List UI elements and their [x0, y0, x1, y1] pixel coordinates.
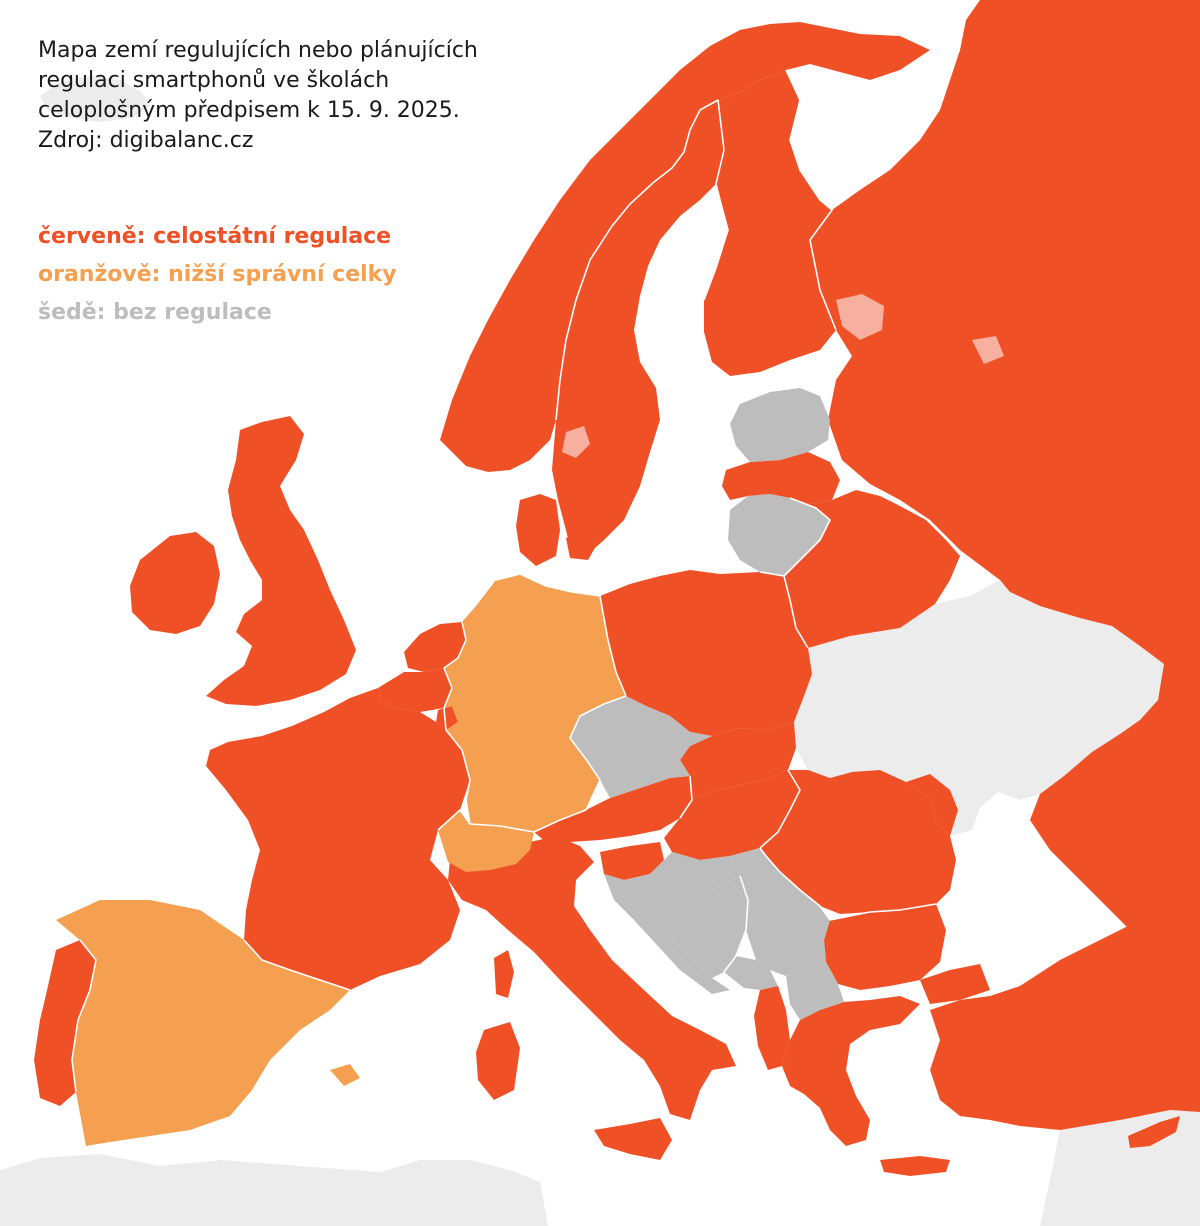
country-romania	[760, 770, 956, 914]
country-iceland	[40, 76, 150, 122]
legend-national: červeně: celostátní regulace	[38, 224, 392, 249]
country-luxembourg	[436, 706, 458, 730]
country-ukraine	[794, 580, 1164, 836]
regional-regulation-regions	[56, 574, 626, 1146]
caption-source: Zdroj: digibalanc.cz	[38, 128, 254, 153]
country-croatia	[604, 852, 740, 994]
country-spain	[56, 900, 350, 1146]
map-caption: Mapa zemí regulujících nebo plánujících …	[38, 36, 598, 156]
caption-line-2: regulaci smartphonů ve školách	[38, 68, 390, 93]
country-netherlands	[404, 622, 466, 672]
country-bulgaria	[824, 904, 946, 990]
lake-onega	[972, 336, 1004, 364]
country-borders	[71, 69, 937, 1093]
map-legend: červeně: celostátní regulace oranžově: n…	[38, 218, 397, 332]
lake-vanern	[562, 426, 590, 458]
country-bosnia-and-herzegovina	[660, 876, 748, 978]
country-poland	[600, 570, 812, 736]
legend-regional: oranžově: nižší správní celky	[38, 262, 397, 287]
country-finland	[704, 70, 836, 376]
country-belgium	[378, 668, 452, 712]
country-belarus	[784, 490, 960, 648]
lake-ladoga	[836, 294, 884, 340]
country-switzerland	[438, 810, 534, 872]
country-turkey	[930, 900, 1200, 1130]
region-east-thrace	[920, 964, 990, 1004]
country-slovakia	[680, 722, 796, 800]
national-regulation-regions	[34, 0, 1200, 1176]
caption-line-1: Mapa zemí regulujících nebo plánujících	[38, 38, 478, 63]
country-sweden	[552, 100, 724, 556]
caption-line-3: celoplošným předpisem k 15. 9. 2025.	[38, 98, 460, 123]
country-albania	[754, 986, 790, 1070]
island-sardinia	[476, 1022, 520, 1100]
no-data-regions	[0, 76, 1200, 1226]
legend-none: šedě: bez regulace	[38, 300, 272, 325]
country-united-kingdom	[206, 416, 356, 706]
no-regulation-regions	[570, 388, 844, 1020]
country-cyprus	[1128, 1116, 1180, 1148]
country-estonia	[730, 388, 830, 462]
country-ireland	[130, 532, 220, 634]
country-france	[206, 688, 470, 990]
island-corsica	[494, 950, 514, 998]
island-crete	[880, 1156, 950, 1176]
country-moldova	[906, 774, 958, 836]
country-portugal	[34, 940, 96, 1106]
country-denmark	[516, 494, 560, 566]
country-germany	[444, 574, 626, 832]
country-italy	[448, 836, 736, 1120]
island-sicily	[594, 1118, 672, 1160]
region-north-africa	[0, 1154, 548, 1226]
country-hungary	[664, 770, 800, 860]
country-slovenia	[600, 842, 664, 880]
country-montenegro	[724, 956, 778, 990]
country-greece	[782, 996, 920, 1146]
lakes	[562, 294, 1004, 458]
country-denmark-islands	[566, 532, 596, 560]
country-north-macedonia	[786, 962, 844, 1020]
country-russia	[810, 0, 1200, 1000]
country-czechia	[570, 696, 712, 798]
country-latvia	[722, 452, 840, 504]
island-mallorca	[330, 1064, 360, 1086]
country-serbia	[730, 848, 830, 976]
country-austria	[534, 776, 692, 842]
